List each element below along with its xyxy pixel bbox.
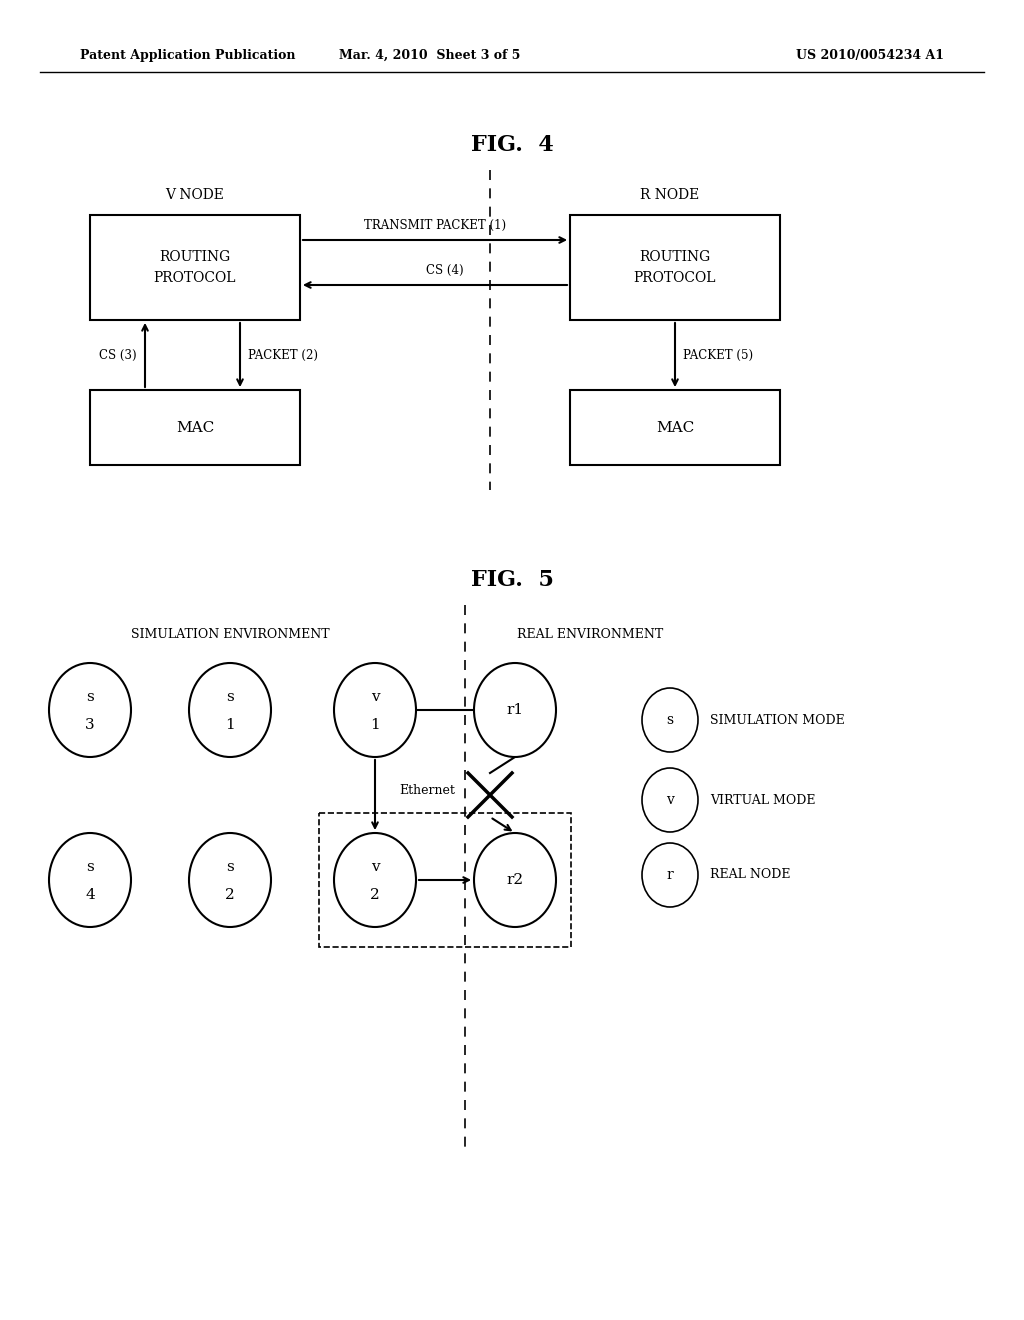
Text: 2: 2: [370, 888, 380, 902]
Text: TRANSMIT PACKET (1): TRANSMIT PACKET (1): [364, 219, 506, 232]
Ellipse shape: [474, 663, 556, 756]
Bar: [570, 215, 780, 319]
Ellipse shape: [189, 663, 271, 756]
Text: CS (4): CS (4): [426, 264, 464, 277]
Text: v: v: [371, 861, 379, 874]
Text: REAL NODE: REAL NODE: [710, 869, 791, 882]
Text: s: s: [226, 690, 233, 704]
Text: SIMULATION MODE: SIMULATION MODE: [710, 714, 845, 726]
Text: 1: 1: [370, 718, 380, 733]
Text: R NODE: R NODE: [640, 187, 699, 202]
Text: r2: r2: [507, 873, 523, 887]
Ellipse shape: [49, 663, 131, 756]
Text: US 2010/0054234 A1: US 2010/0054234 A1: [796, 49, 944, 62]
Text: s: s: [86, 690, 94, 704]
Text: r1: r1: [507, 704, 523, 717]
Text: Patent Application Publication: Patent Application Publication: [80, 49, 296, 62]
Text: V NODE: V NODE: [166, 187, 224, 202]
Ellipse shape: [642, 768, 698, 832]
Text: PACKET (5): PACKET (5): [683, 348, 753, 362]
Text: v: v: [371, 690, 379, 704]
Text: 4: 4: [85, 888, 95, 902]
Text: s: s: [226, 861, 233, 874]
Text: Mar. 4, 2010  Sheet 3 of 5: Mar. 4, 2010 Sheet 3 of 5: [339, 49, 520, 62]
Text: REAL ENVIRONMENT: REAL ENVIRONMENT: [517, 628, 664, 642]
Text: s: s: [667, 713, 674, 727]
Text: 3: 3: [85, 718, 95, 733]
Bar: [570, 389, 780, 465]
Text: MAC: MAC: [176, 421, 214, 434]
Ellipse shape: [189, 833, 271, 927]
Text: ROUTING
PROTOCOL: ROUTING PROTOCOL: [634, 251, 716, 285]
Text: CS (3): CS (3): [99, 348, 137, 362]
Text: 2: 2: [225, 888, 234, 902]
Ellipse shape: [334, 663, 416, 756]
Text: FIG.  5: FIG. 5: [471, 569, 553, 591]
Bar: [90, 389, 300, 465]
Text: r: r: [667, 869, 674, 882]
Text: VIRTUAL MODE: VIRTUAL MODE: [710, 793, 815, 807]
Ellipse shape: [642, 688, 698, 752]
Text: PACKET (2): PACKET (2): [248, 348, 318, 362]
Ellipse shape: [642, 843, 698, 907]
Bar: [90, 215, 300, 319]
Text: s: s: [86, 861, 94, 874]
Ellipse shape: [49, 833, 131, 927]
Text: MAC: MAC: [656, 421, 694, 434]
Text: ROUTING
PROTOCOL: ROUTING PROTOCOL: [154, 251, 237, 285]
Ellipse shape: [474, 833, 556, 927]
Ellipse shape: [334, 833, 416, 927]
Text: SIMULATION ENVIRONMENT: SIMULATION ENVIRONMENT: [131, 628, 330, 642]
Text: Ethernet: Ethernet: [399, 784, 455, 796]
Text: FIG.  4: FIG. 4: [471, 135, 553, 156]
Text: v: v: [666, 793, 674, 807]
Text: 1: 1: [225, 718, 234, 733]
Bar: [319, 813, 571, 946]
